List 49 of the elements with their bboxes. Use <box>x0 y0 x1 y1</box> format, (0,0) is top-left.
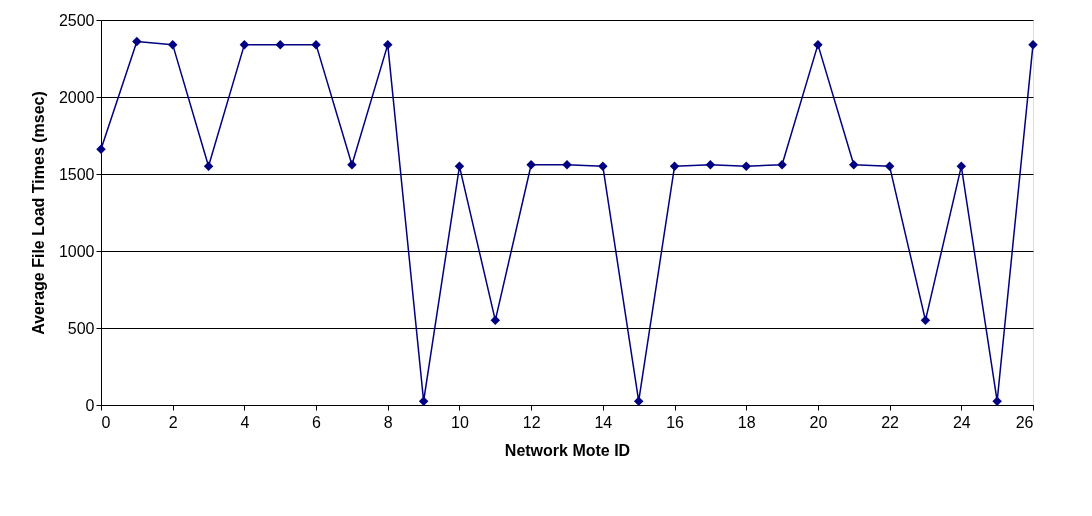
point <box>454 161 465 172</box>
point <box>669 161 680 172</box>
point <box>275 39 285 50</box>
y-tick-label: 1500 <box>58 165 95 183</box>
point <box>992 396 1002 406</box>
x-tick-label: 20 <box>809 413 828 431</box>
x-tick-label: 0 <box>101 413 111 431</box>
x-tick-label: 10 <box>451 413 469 431</box>
point <box>490 315 501 326</box>
y-tick-label: 500 <box>67 319 95 337</box>
x-tick-label: 22 <box>881 413 900 431</box>
x-tick-label: 24 <box>952 413 971 431</box>
y-axis-title: Average File Load Times (msec) <box>29 91 47 335</box>
y-tick-label: 2000 <box>58 88 95 106</box>
point <box>705 160 716 170</box>
point <box>347 160 357 170</box>
y-tick-label: 1000 <box>58 242 95 260</box>
x-tick-label: 6 <box>312 413 322 431</box>
x-axis-title: Network Mote ID <box>504 441 631 459</box>
x-tick-label: 8 <box>383 413 393 431</box>
point <box>813 39 823 50</box>
x-tick-label: 14 <box>594 413 613 431</box>
x-tick-label: 4 <box>240 413 250 431</box>
point <box>96 144 106 155</box>
x-tick-label: 26 <box>1015 413 1034 431</box>
point <box>132 36 142 47</box>
point <box>239 39 250 50</box>
point <box>777 160 787 170</box>
point <box>167 39 178 50</box>
point <box>633 396 644 406</box>
x-tick-label: 2 <box>168 413 178 431</box>
point <box>884 161 895 172</box>
point <box>920 315 931 326</box>
point <box>1028 39 1038 50</box>
point <box>383 39 393 50</box>
point <box>741 161 751 172</box>
x-tick-label: 16 <box>666 413 685 431</box>
point <box>562 160 572 170</box>
y-tick-label: 2500 <box>58 11 95 29</box>
x-tick-label: 18 <box>737 413 756 431</box>
point <box>849 160 859 170</box>
y-tick-label: 0 <box>85 396 95 414</box>
x-tick-label: 12 <box>522 413 541 431</box>
point <box>956 161 967 172</box>
point <box>418 396 429 406</box>
point <box>311 39 321 50</box>
point <box>526 160 536 170</box>
point <box>598 161 608 172</box>
point <box>203 161 214 172</box>
